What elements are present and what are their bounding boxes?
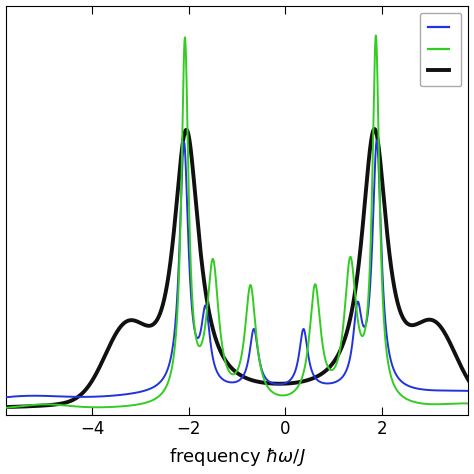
Legend: , , : , , bbox=[420, 12, 462, 86]
X-axis label: frequency $\hbar\omega/J$: frequency $\hbar\omega/J$ bbox=[169, 447, 305, 468]
